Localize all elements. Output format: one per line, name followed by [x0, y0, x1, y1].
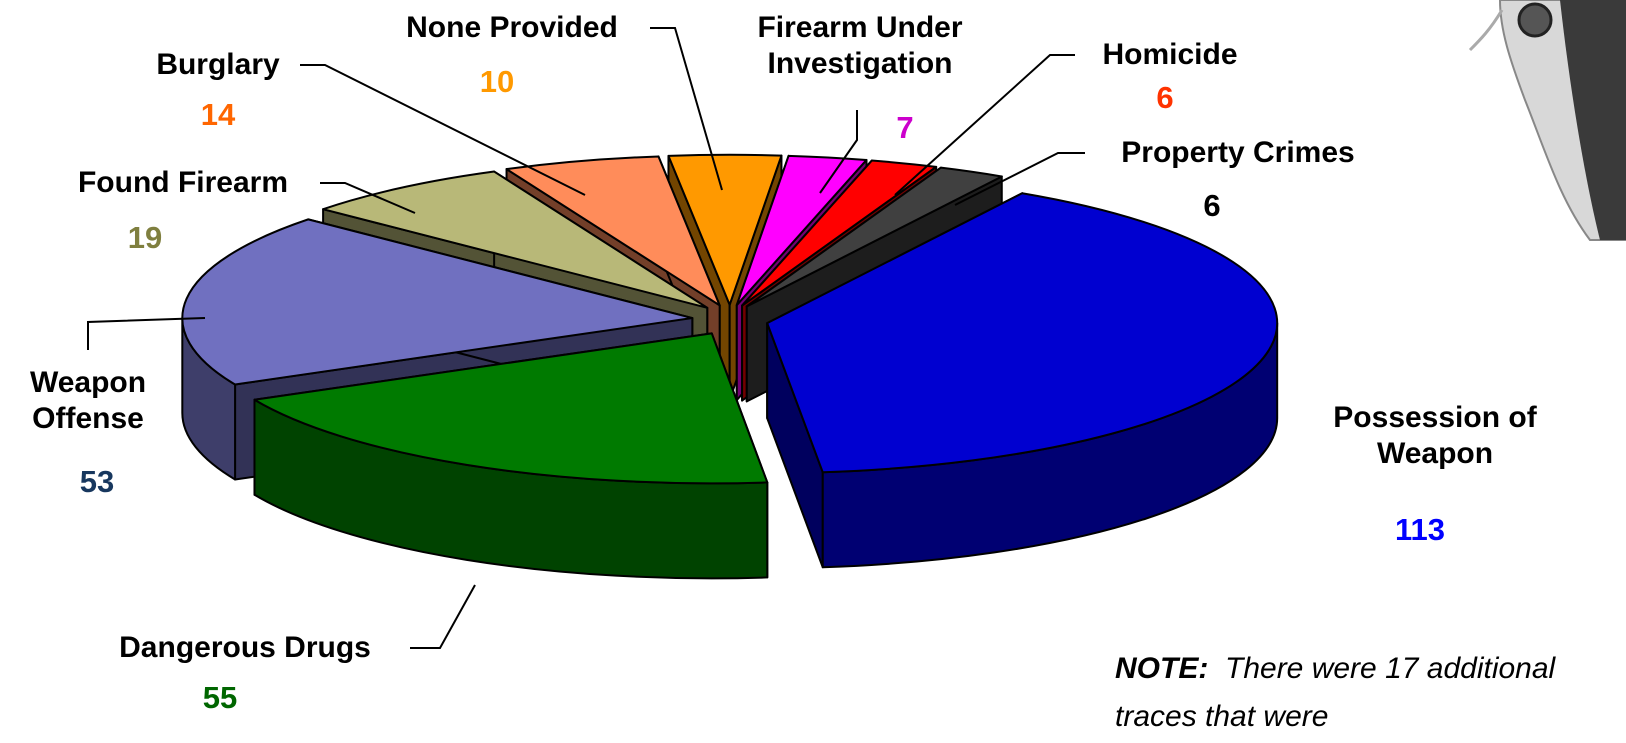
note: NOTE: There were 17 additional traces th…: [1115, 645, 1626, 741]
category-label: Homicide: [1070, 37, 1270, 73]
category-label: Found Firearm: [33, 165, 333, 201]
value-label: 6: [1105, 80, 1225, 116]
value-label: 14: [158, 97, 278, 133]
note-label: NOTE:: [1115, 652, 1208, 685]
value-label: 55: [160, 680, 280, 716]
category-label: Weapon Offense: [3, 365, 173, 437]
value-label: 19: [85, 220, 205, 256]
category-label: Possession of Weapon: [1310, 400, 1560, 472]
value-label: 53: [37, 464, 157, 500]
category-label: Dangerous Drugs: [65, 630, 425, 666]
category-label: Firearm Under Investigation: [720, 10, 1000, 82]
category-label: Property Crimes: [1078, 135, 1398, 171]
category-label: None Provided: [362, 10, 662, 46]
value-label: 6: [1152, 188, 1272, 224]
page: {"chart_data": {"type": "pie3d", "catego…: [0, 0, 1626, 743]
pie: [182, 155, 1277, 579]
value-label: 7: [845, 110, 965, 146]
value-label: 10: [437, 64, 557, 100]
gun-image: [1470, 0, 1626, 240]
value-label: 113: [1360, 512, 1480, 548]
category-label: Burglary: [118, 47, 318, 83]
